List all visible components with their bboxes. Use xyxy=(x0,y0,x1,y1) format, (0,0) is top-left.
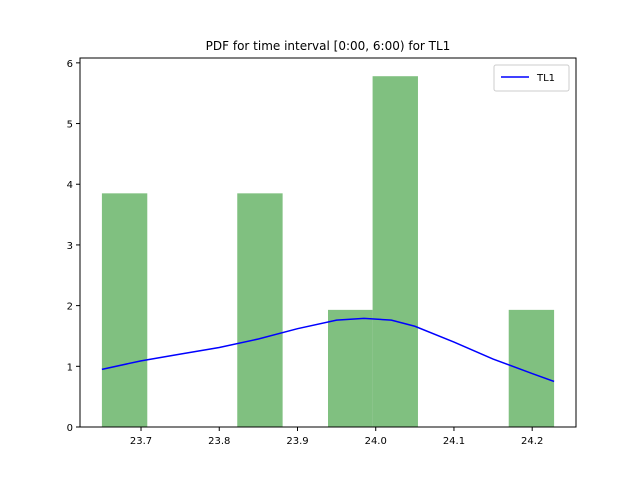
y-axis: 0 1 2 3 4 5 6 xyxy=(67,59,80,434)
histogram-bars xyxy=(101,76,555,427)
x-tick-label: 23.9 xyxy=(286,436,308,447)
legend: TL1 xyxy=(493,64,570,92)
y-tick-label: 4 xyxy=(67,180,73,191)
histogram-bar xyxy=(372,76,418,427)
legend-box xyxy=(493,64,570,92)
legend-label-tl1: TL1 xyxy=(536,73,555,84)
y-tick-label: 5 xyxy=(67,120,73,131)
histogram-bar xyxy=(101,193,148,427)
plot-frame xyxy=(79,57,577,428)
chart-title: PDF for time interval [0:00, 6:00) for T… xyxy=(206,39,451,53)
y-tick-label: 2 xyxy=(67,302,73,313)
y-tick-label: 0 xyxy=(67,423,73,434)
x-tick-label: 23.7 xyxy=(130,436,152,447)
x-axis: 23.7 23.8 23.9 24.0 24.1 24.2 xyxy=(130,427,543,447)
x-tick-label: 24.1 xyxy=(443,436,465,447)
y-tick-label: 1 xyxy=(67,362,73,373)
series-line-tl1 xyxy=(101,317,555,383)
x-tick-label: 23.8 xyxy=(208,436,230,447)
histogram-bar xyxy=(508,309,555,427)
histogram-bar xyxy=(328,309,373,427)
y-tick-label: 3 xyxy=(67,241,73,252)
histogram-bar xyxy=(237,193,283,427)
x-tick-label: 24.0 xyxy=(365,436,387,447)
y-tick-label: 6 xyxy=(67,59,73,70)
series-lines xyxy=(101,317,555,383)
x-tick-label: 24.2 xyxy=(521,436,543,447)
